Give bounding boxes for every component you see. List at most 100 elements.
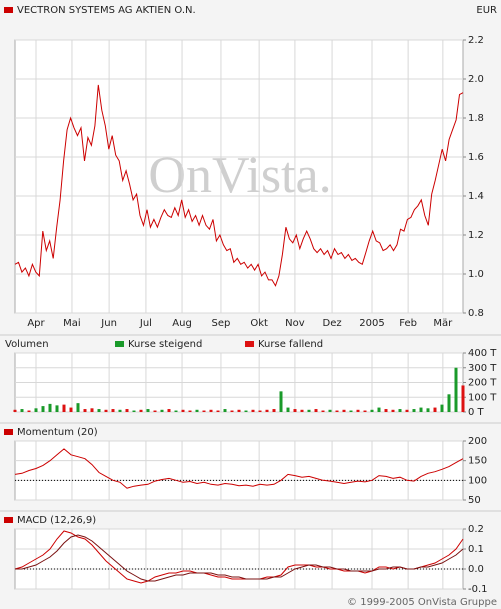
y-tick-label: 1.0 (468, 269, 484, 280)
bar (314, 409, 318, 412)
bar (279, 391, 283, 412)
y-tick-label: 200 T (468, 378, 497, 389)
legend-swatch (115, 341, 124, 347)
bar (69, 407, 73, 412)
bar (27, 410, 31, 412)
y-tick-label: 50 (468, 495, 481, 506)
bar (328, 409, 332, 412)
bar (363, 410, 367, 412)
y-tick-label: 300 T (468, 363, 497, 374)
bar (307, 409, 311, 412)
bar (139, 409, 143, 412)
x-tick-label: 2005 (359, 318, 384, 329)
watermark: OnVista. (148, 147, 331, 204)
bar (34, 408, 38, 412)
bar (104, 409, 108, 412)
bar (356, 409, 360, 412)
bar (48, 403, 52, 412)
bar (412, 409, 416, 412)
line (15, 534, 464, 582)
bar (125, 409, 129, 412)
bar (398, 409, 402, 412)
x-tick-label: Apr (27, 318, 45, 329)
title-marker (4, 429, 13, 435)
bar (13, 409, 17, 412)
bar (76, 403, 80, 412)
bar (216, 410, 220, 412)
y-tick-label: 0.8 (468, 308, 484, 319)
legend-swatch (245, 341, 254, 347)
y-tick-label: 0 T (468, 407, 485, 418)
y-tick-label: 1.2 (468, 230, 484, 241)
x-tick-label: Mär (433, 318, 453, 329)
bar (426, 408, 430, 412)
bar (174, 410, 178, 412)
bar (391, 409, 395, 412)
x-tick-label: Okt (250, 318, 268, 329)
bar (384, 409, 388, 412)
bar (321, 410, 325, 412)
bar (90, 408, 94, 412)
bar (258, 410, 262, 412)
layer: OnVista. VECTRON SYSTEMS AG AKTIEN O.N. EU… (0, 5, 501, 595)
bar (440, 404, 444, 412)
bar (62, 404, 66, 412)
y-tick-label: 2.0 (468, 74, 484, 85)
bar (300, 409, 304, 412)
x-tick-label: Aug (172, 318, 192, 329)
y-tick-label: 2.2 (468, 35, 484, 46)
panel-title: Momentum (20) (17, 427, 98, 438)
bar (286, 407, 290, 412)
bar (244, 410, 248, 412)
bar (251, 409, 255, 412)
y-tick-label: 1.4 (468, 191, 484, 202)
bar (223, 409, 227, 412)
y-tick-label: 100 (468, 475, 487, 486)
plot-area (14, 39, 464, 314)
bar (181, 409, 185, 412)
bar (335, 410, 339, 412)
bar (461, 385, 465, 412)
bar (118, 409, 122, 412)
bar (349, 410, 353, 412)
bar (55, 405, 59, 412)
bar (265, 409, 269, 412)
x-tick-label: Feb (399, 318, 417, 329)
bar (111, 409, 115, 412)
bar (209, 409, 213, 412)
bar (370, 409, 374, 412)
y-tick-label: 100 T (468, 392, 497, 403)
y-tick-label: -0.1 (468, 584, 488, 595)
bar (132, 410, 136, 412)
bar (41, 406, 45, 412)
bar (83, 409, 87, 412)
line (14, 530, 464, 584)
bar (230, 410, 234, 412)
bar (153, 410, 157, 412)
title-marker (4, 7, 13, 13)
plot-area (14, 440, 464, 501)
x-tick-label: Nov (285, 318, 305, 329)
bar (146, 409, 150, 412)
x-tick-label: Mai (63, 318, 81, 329)
bar (188, 410, 192, 412)
bar (342, 409, 346, 412)
x-tick-label: Jul (139, 318, 152, 329)
line (14, 448, 464, 489)
bar (20, 409, 24, 412)
bar (202, 410, 206, 412)
bar (272, 409, 276, 412)
line (14, 84, 464, 287)
legend-label: Kurse steigend (128, 339, 202, 350)
legend-label: Kurse fallend (258, 339, 323, 350)
y-tick-label: 150 (468, 456, 487, 467)
panel-title: Volumen (5, 339, 49, 350)
bar (377, 407, 381, 412)
bar (433, 407, 437, 412)
y-tick-label: 0.0 (468, 564, 484, 575)
bar (454, 367, 458, 412)
bar (167, 409, 171, 412)
y-tick-label: 400 T (468, 348, 497, 359)
